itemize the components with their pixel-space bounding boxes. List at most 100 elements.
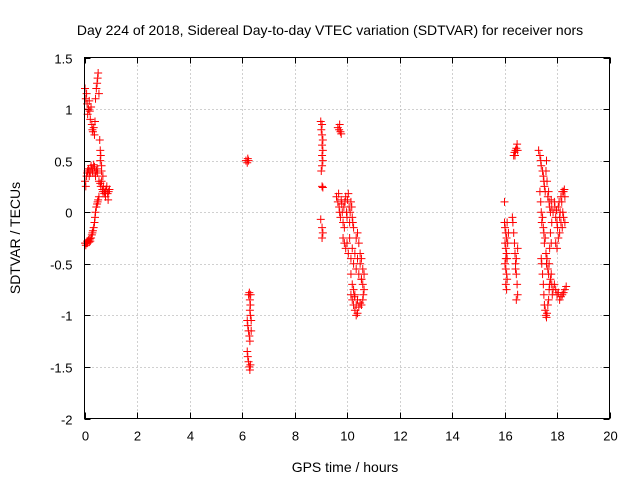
data-point — [352, 311, 361, 320]
data-point — [558, 290, 567, 299]
data-point — [246, 290, 255, 299]
data-point — [97, 177, 106, 186]
data-point — [358, 264, 367, 273]
data-point — [93, 199, 102, 208]
data-point — [513, 280, 522, 289]
data-point — [534, 146, 543, 155]
data-point — [508, 218, 517, 227]
data-point — [340, 223, 349, 232]
data-point — [94, 68, 103, 77]
data-point — [512, 295, 521, 304]
data-point — [318, 228, 327, 237]
data-points — [81, 68, 571, 375]
data-point — [88, 228, 97, 237]
data-point — [354, 239, 363, 248]
data-point — [535, 187, 544, 196]
data-point — [543, 264, 552, 273]
data-point — [352, 234, 361, 242]
data-point — [94, 89, 103, 98]
data-point — [357, 275, 366, 284]
data-point — [337, 129, 346, 138]
data-point — [503, 239, 512, 248]
data-point — [318, 182, 327, 191]
data-point — [346, 208, 355, 217]
data-point — [318, 151, 327, 160]
data-point — [349, 285, 358, 294]
data-point — [549, 208, 558, 217]
x-tick-label: 0 — [82, 429, 89, 444]
data-point — [317, 125, 326, 134]
data-point — [90, 130, 99, 139]
data-point — [547, 270, 556, 279]
data-point — [560, 192, 569, 201]
data-point — [357, 254, 366, 263]
data-point — [243, 321, 252, 330]
data-point — [502, 270, 511, 279]
data-point — [318, 136, 327, 145]
data-point — [318, 120, 327, 129]
data-point — [544, 187, 553, 196]
data-point — [359, 290, 368, 299]
data-point — [502, 234, 511, 242]
data-point — [541, 166, 550, 175]
data-point — [540, 239, 549, 248]
data-point — [545, 244, 554, 253]
y-tick-label: -0.5 — [50, 258, 72, 273]
data-point — [91, 94, 100, 103]
data-point — [244, 156, 253, 165]
data-point — [85, 235, 94, 244]
data-point — [360, 285, 369, 294]
data-point — [334, 189, 343, 198]
data-point — [562, 282, 571, 291]
data-point — [511, 249, 519, 258]
data-point — [539, 223, 548, 232]
x-tick-label: 4 — [187, 429, 194, 444]
data-point — [348, 280, 357, 289]
data-point — [317, 166, 326, 175]
data-point — [510, 239, 519, 248]
data-point — [537, 161, 546, 170]
data-point — [512, 254, 521, 263]
y-tick-label: 1 — [65, 103, 72, 118]
data-point — [508, 213, 517, 222]
data-point — [245, 337, 254, 346]
data-point — [81, 182, 90, 191]
data-point — [85, 96, 94, 105]
data-point — [513, 140, 522, 149]
data-point — [513, 290, 522, 299]
x-tick-label: 10 — [340, 429, 354, 444]
x-tick-label: 16 — [498, 429, 512, 444]
data-point — [96, 156, 105, 165]
data-point — [93, 197, 102, 206]
data-point — [86, 115, 95, 124]
data-point — [318, 156, 327, 165]
data-point — [543, 301, 552, 310]
data-point — [501, 264, 510, 273]
data-point — [90, 218, 99, 227]
x-tick-label: 2 — [134, 429, 141, 444]
data-point — [557, 197, 566, 206]
data-point — [348, 213, 357, 222]
data-point — [513, 146, 522, 155]
data-point — [511, 264, 520, 273]
data-point — [559, 187, 568, 196]
data-point — [554, 203, 563, 212]
data-point — [501, 259, 510, 268]
data-point — [318, 146, 327, 155]
data-point — [353, 228, 362, 237]
data-point — [98, 172, 107, 181]
data-point — [554, 234, 563, 242]
data-point — [558, 223, 567, 232]
data-point — [546, 275, 555, 284]
y-tick-label: -1.5 — [50, 361, 72, 376]
data-point — [243, 158, 252, 167]
x-tick-label: 6 — [239, 429, 246, 444]
data-point — [500, 197, 509, 206]
data-point — [539, 172, 548, 181]
data-point — [245, 366, 254, 375]
data-point — [545, 259, 554, 268]
data-point — [245, 306, 254, 315]
data-point — [550, 280, 559, 289]
data-point — [89, 160, 98, 169]
data-point — [95, 136, 104, 145]
